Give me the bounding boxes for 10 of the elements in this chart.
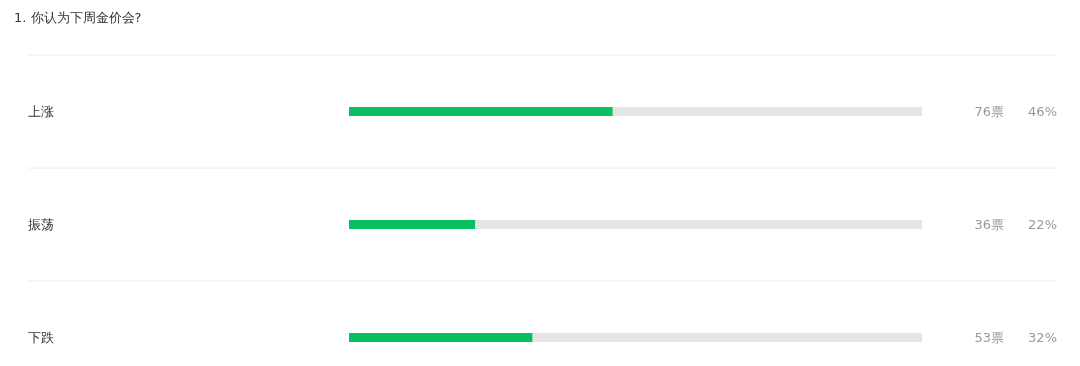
text: 76票 (974, 104, 1004, 120)
y-tick-label: 上涨 (28, 104, 54, 120)
data-label: 46% (1028, 104, 1057, 120)
text: 1. 你认为下周金价会? (14, 10, 142, 25)
data-label: 32% (1028, 330, 1057, 346)
y-tick-label: 振荡 (28, 217, 54, 233)
y-tick-label: 下跌 (28, 330, 54, 346)
text: 53票 (974, 330, 1004, 346)
data-label: 22% (1028, 217, 1057, 233)
text: 36票 (974, 217, 1004, 233)
